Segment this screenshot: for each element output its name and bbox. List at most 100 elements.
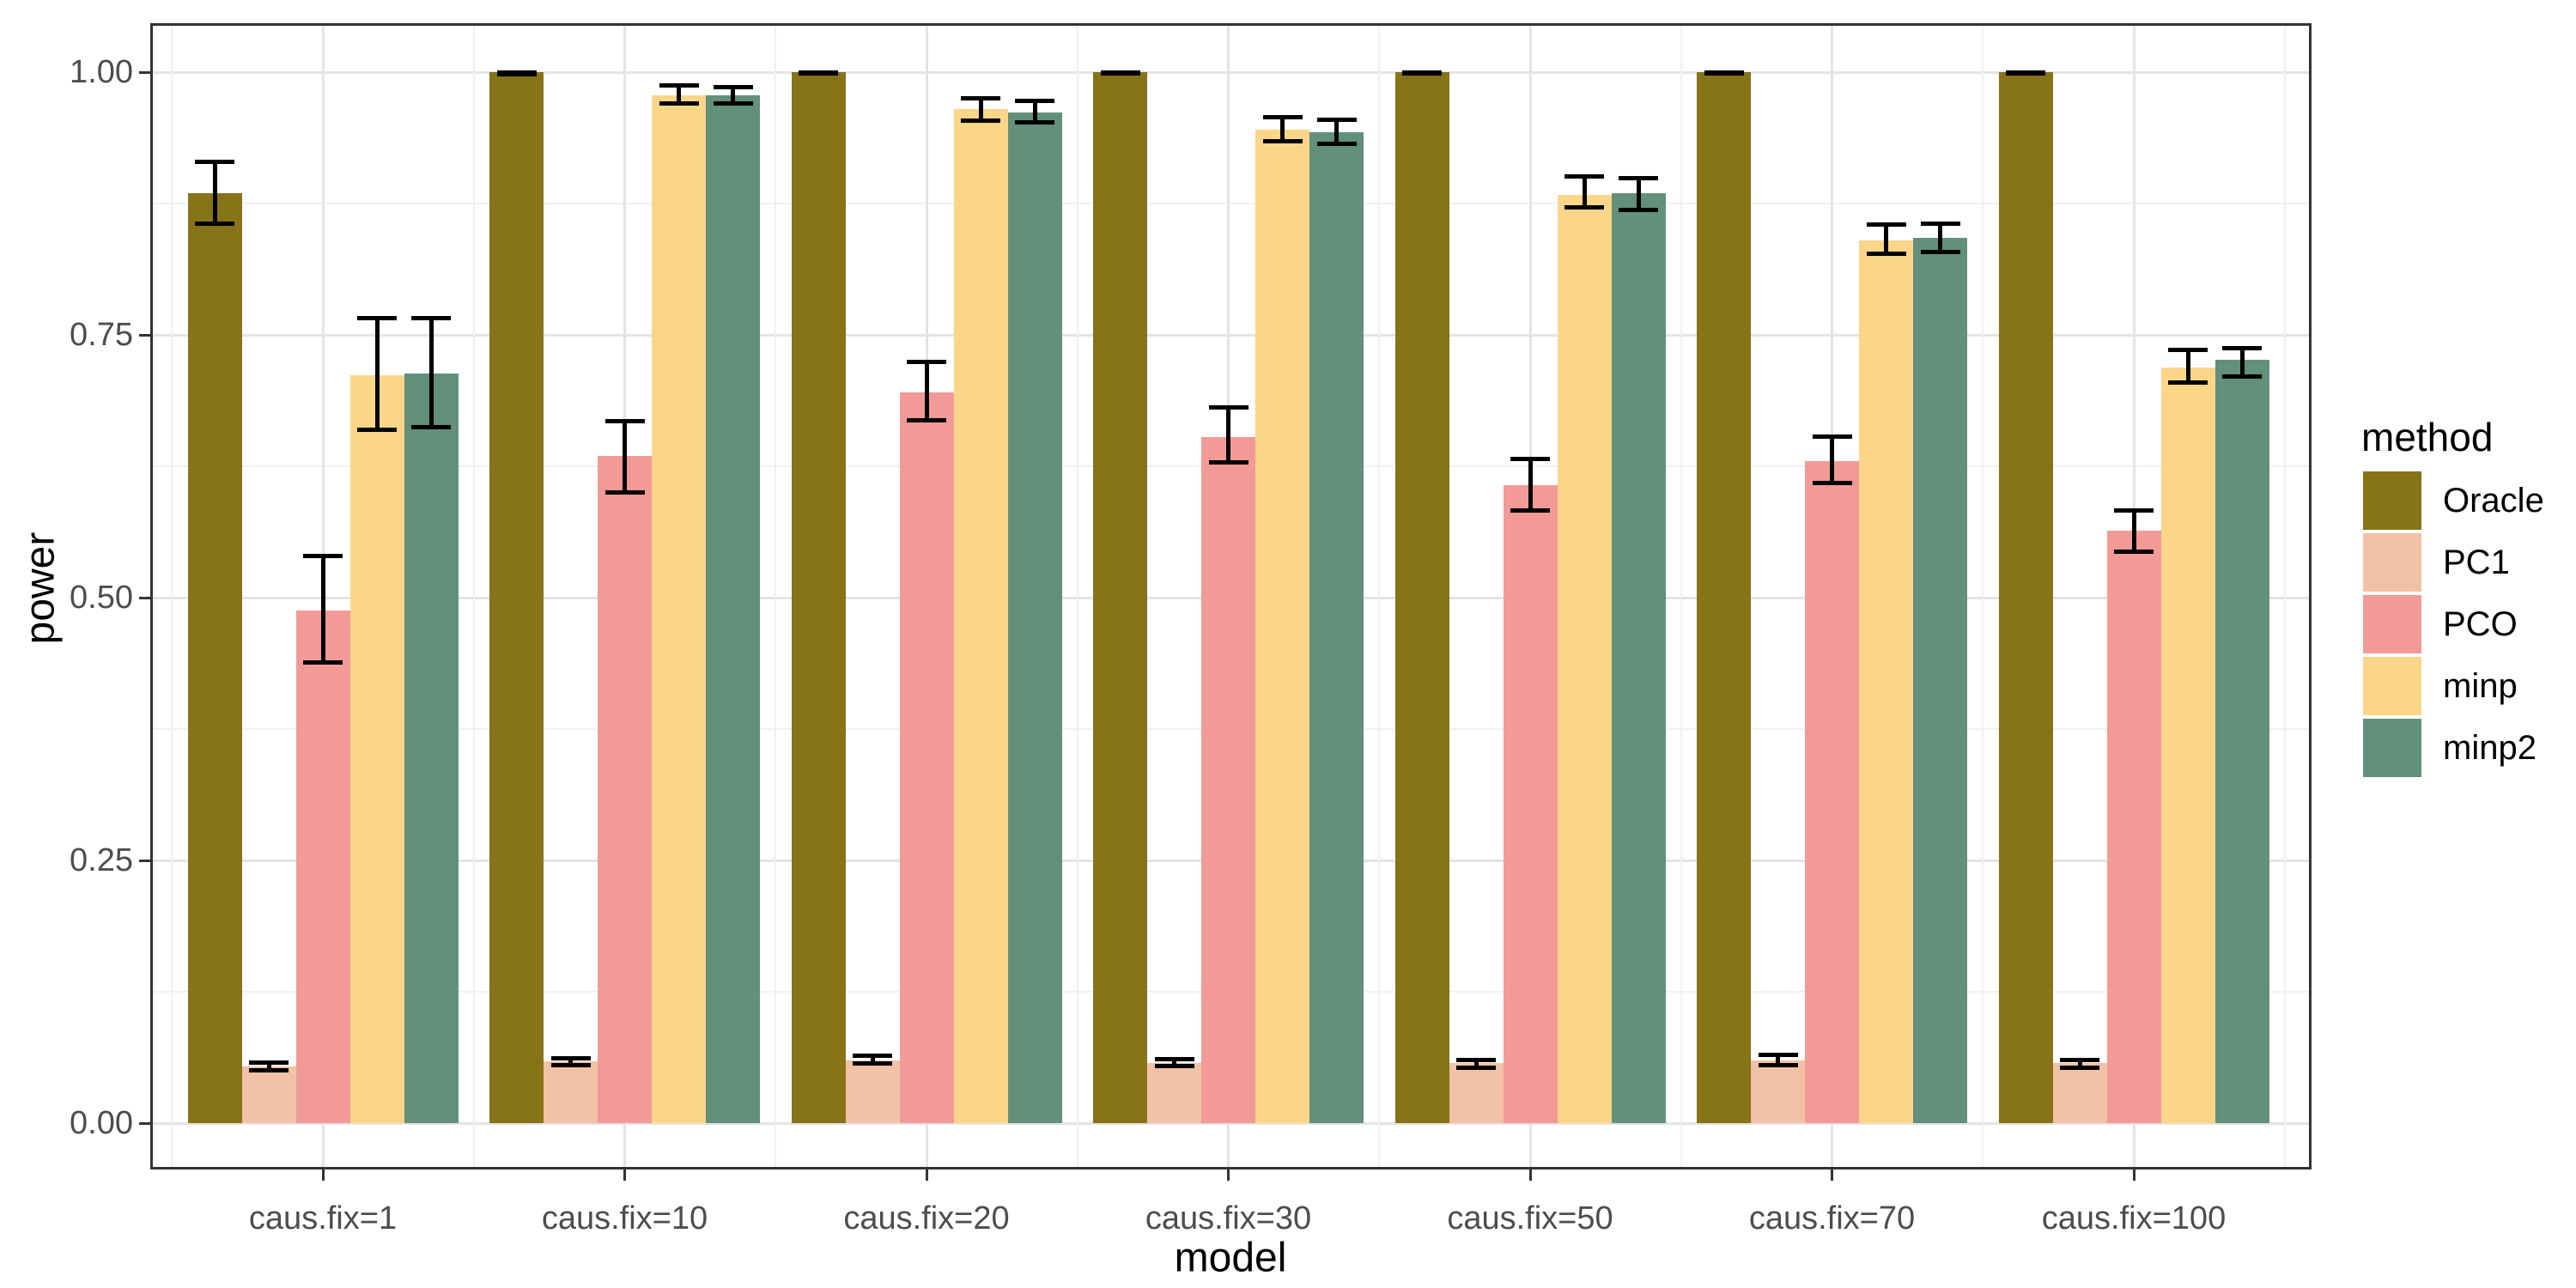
error-cap-top-PC1-caus.fix=20	[853, 1054, 892, 1059]
bar-PCO-caus.fix=100	[2106, 530, 2161, 1123]
y-axis-tick	[139, 70, 150, 74]
error-cap-top-minp-caus.fix=70	[1866, 222, 1906, 227]
x-axis-tick	[925, 1170, 928, 1181]
error-cap-bottom-minp2-caus.fix=70	[1920, 249, 1960, 254]
error-stem-minp2-caus.fix=100	[2239, 348, 2245, 377]
error-stem-minp2-caus.fix=30	[1334, 119, 1339, 144]
error-cap-bottom-PC1-caus.fix=70	[1758, 1063, 1798, 1068]
bar-PCO-caus.fix=20	[899, 392, 954, 1123]
error-cap-top-minp-caus.fix=50	[1564, 173, 1604, 179]
bar-PC1-caus.fix=10	[544, 1060, 598, 1123]
bar-PC1-caus.fix=20	[845, 1060, 900, 1123]
gridline-minor-v	[1680, 23, 1682, 1170]
error-cap-top-minp-caus.fix=10	[659, 83, 699, 88]
error-cap-bottom-PC1-caus.fix=1	[249, 1068, 289, 1073]
bar-minp-caus.fix=100	[2160, 367, 2215, 1123]
error-cap-top-PC1-caus.fix=50	[1456, 1058, 1496, 1063]
x-axis-tick-label-caus.fix=30: caus.fix=30	[1145, 1200, 1312, 1236]
error-cap-top-minp-caus.fix=1	[357, 315, 397, 320]
gridline-minor-v	[171, 23, 173, 1170]
error-stem-minp-caus.fix=50	[1582, 176, 1587, 208]
error-cap-top-minp2-caus.fix=100	[2222, 346, 2262, 351]
gridline-minor-v	[1378, 23, 1381, 1170]
x-axis-tick	[1227, 1170, 1230, 1181]
error-cap-bottom-Oracle-caus.fix=10	[496, 71, 537, 76]
gridline-minor-v	[775, 23, 777, 1170]
bar-Oracle-caus.fix=20	[791, 72, 846, 1123]
gridline-minor-v	[1982, 23, 1984, 1170]
bar-minp-caus.fix=1	[349, 374, 404, 1123]
bar-PCO-caus.fix=30	[1201, 436, 1255, 1123]
y-axis-title: power	[17, 532, 64, 645]
error-stem-minp-caus.fix=20	[978, 98, 983, 121]
x-axis-tick	[623, 1170, 626, 1181]
bar-minp-caus.fix=30	[1255, 130, 1309, 1123]
error-cap-bottom-PCO-caus.fix=50	[1510, 507, 1550, 513]
error-cap-top-minp2-caus.fix=50	[1619, 176, 1658, 181]
bar-PCO-caus.fix=50	[1503, 485, 1558, 1123]
error-cap-top-PC1-caus.fix=10	[550, 1055, 591, 1060]
x-axis-title: model	[1174, 1235, 1287, 1281]
error-stem-minp-caus.fix=30	[1280, 117, 1285, 142]
bar-Oracle-caus.fix=30	[1093, 72, 1147, 1123]
x-axis-tick	[1831, 1170, 1833, 1181]
y-axis-tick-label: 1.00	[70, 54, 133, 90]
bar-Oracle-caus.fix=70	[1697, 72, 1751, 1123]
error-cap-bottom-PC1-caus.fix=100	[2060, 1065, 2099, 1070]
error-cap-bottom-minp-caus.fix=70	[1866, 252, 1906, 257]
error-cap-top-minp2-caus.fix=20	[1015, 98, 1054, 103]
error-cap-bottom-Oracle-caus.fix=100	[2006, 70, 2045, 76]
error-cap-bottom-minp-caus.fix=100	[2168, 380, 2208, 385]
x-axis-tick	[1528, 1170, 1532, 1181]
bar-PC1-caus.fix=30	[1147, 1063, 1201, 1123]
error-cap-bottom-PCO-caus.fix=1	[303, 660, 343, 665]
bar-minp-caus.fix=10	[652, 94, 706, 1123]
error-stem-minp2-caus.fix=70	[1938, 223, 1942, 252]
error-cap-top-PCO-caus.fix=20	[907, 360, 946, 365]
error-cap-top-PCO-caus.fix=70	[1812, 434, 1852, 440]
error-cap-bottom-Oracle-caus.fix=30	[1100, 70, 1140, 76]
x-axis-tick	[321, 1170, 325, 1181]
error-cap-top-minp2-caus.fix=10	[713, 84, 753, 89]
error-stem-minp-caus.fix=1	[374, 318, 380, 430]
bar-minp-caus.fix=20	[953, 108, 1008, 1123]
error-stem-minp-caus.fix=100	[2185, 349, 2190, 383]
error-cap-bottom-PCO-caus.fix=100	[2114, 549, 2154, 554]
error-cap-top-minp2-caus.fix=70	[1920, 221, 1960, 226]
error-stem-minp-caus.fix=10	[677, 85, 681, 104]
x-axis-tick-label-caus.fix=50: caus.fix=50	[1447, 1200, 1613, 1236]
error-cap-top-PC1-caus.fix=100	[2060, 1058, 2099, 1063]
gridline-minor-v	[1076, 23, 1078, 1170]
error-cap-bottom-minp-caus.fix=10	[659, 101, 699, 106]
error-stem-PC1-caus.fix=30	[1172, 1059, 1176, 1066]
error-stem-PCO-caus.fix=100	[2131, 510, 2136, 552]
error-cap-top-minp-caus.fix=100	[2168, 347, 2208, 352]
bar-PC1-caus.fix=1	[241, 1066, 296, 1123]
error-cap-bottom-minp2-caus.fix=30	[1316, 141, 1357, 146]
error-cap-bottom-minp2-caus.fix=100	[2222, 374, 2262, 380]
error-cap-bottom-minp2-caus.fix=20	[1015, 120, 1054, 125]
error-stem-minp2-caus.fix=1	[428, 318, 434, 428]
error-stem-minp-caus.fix=70	[1884, 224, 1888, 254]
bar-minp2-caus.fix=100	[2215, 360, 2269, 1123]
x-axis-tick	[2132, 1170, 2136, 1181]
gridline-minor-h	[150, 203, 2312, 204]
error-cap-top-PCO-caus.fix=1	[303, 553, 343, 558]
legend-swatch-PCO	[2363, 595, 2421, 653]
bar-minp-caus.fix=50	[1557, 195, 1612, 1123]
legend-swatch-minp2	[2363, 719, 2421, 777]
x-axis-tick-label-caus.fix=20: caus.fix=20	[843, 1200, 1010, 1236]
error-stem-PC1-caus.fix=20	[870, 1055, 875, 1064]
bar-Oracle-caus.fix=50	[1394, 72, 1449, 1123]
error-cap-bottom-PCO-caus.fix=30	[1208, 459, 1249, 465]
legend-label-minp: minp	[2443, 667, 2518, 705]
legend-label-Oracle: Oracle	[2443, 482, 2544, 519]
error-cap-top-minp2-caus.fix=30	[1316, 117, 1357, 122]
error-cap-bottom-PCO-caus.fix=10	[605, 490, 645, 495]
error-cap-top-Oracle-caus.fix=1	[195, 159, 234, 164]
bar-minp2-caus.fix=1	[404, 374, 459, 1123]
error-cap-bottom-minp2-caus.fix=50	[1619, 207, 1658, 212]
y-axis-tick-label: 0.75	[70, 317, 133, 353]
error-stem-PCO-caus.fix=70	[1830, 436, 1834, 483]
bar-minp2-caus.fix=50	[1611, 192, 1666, 1123]
